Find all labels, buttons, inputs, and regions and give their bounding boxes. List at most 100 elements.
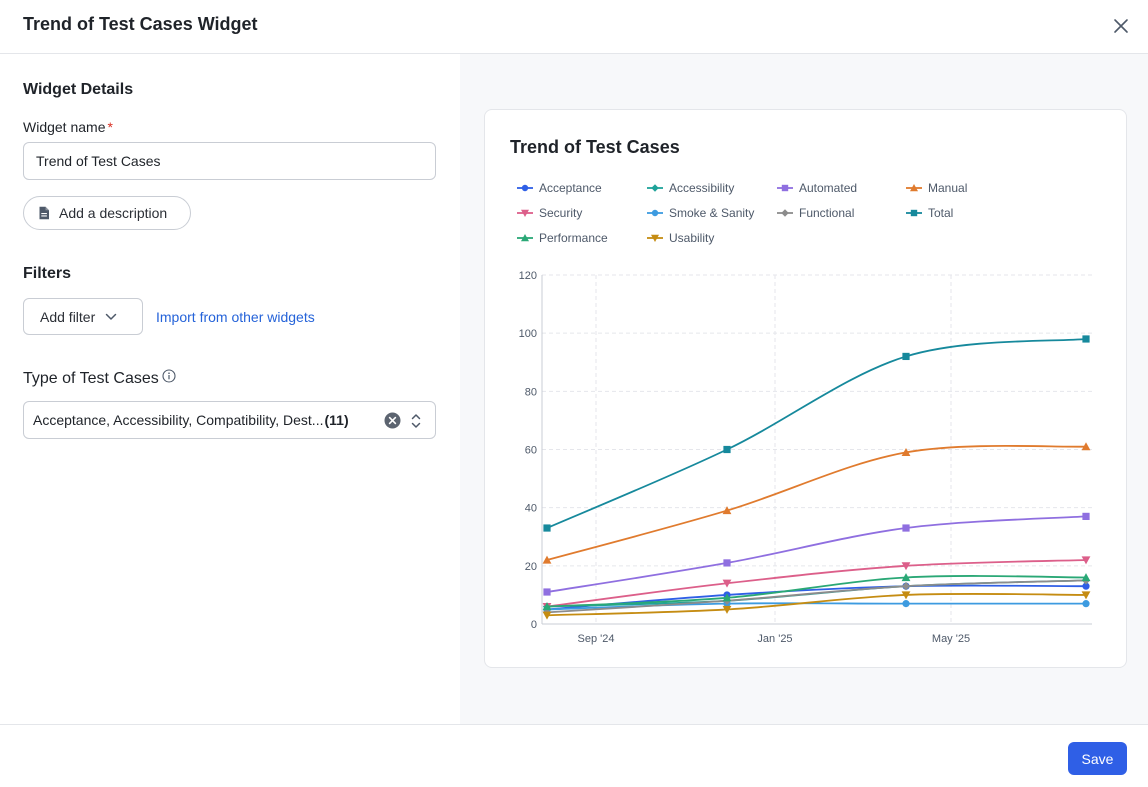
- data-point-acceptance: [1082, 582, 1090, 590]
- legend-item-total[interactable]: Total: [906, 206, 953, 220]
- y-tick-label: 80: [525, 386, 537, 398]
- series-line-usability: [546, 592, 1087, 617]
- legend-item-smoke-sanity[interactable]: Smoke & Sanity: [647, 206, 754, 220]
- chart-card: Trend of Test Cases Acceptance Accessibil…: [484, 109, 1127, 668]
- legend-item-functional[interactable]: Functional: [777, 206, 854, 220]
- data-point-security: [722, 579, 732, 588]
- y-tick-label: 0: [531, 619, 537, 631]
- legend-item-performance[interactable]: Performance: [517, 231, 608, 245]
- legend-swatch: [517, 184, 533, 192]
- data-point-security: [1081, 556, 1091, 565]
- data-point-security: [901, 562, 911, 571]
- data-point-usability: [901, 591, 911, 600]
- dialog-title: Trend of Test Cases Widget: [23, 14, 258, 34]
- data-point-performance: [542, 602, 552, 611]
- series-line-functional: [546, 579, 1087, 614]
- y-tick-label: 40: [525, 503, 537, 515]
- data-point-total: [723, 445, 731, 454]
- add-filter-label: Add filter: [40, 308, 96, 325]
- add-filter-button[interactable]: Add filter: [23, 298, 143, 335]
- legend-item-acceptance[interactable]: Acceptance: [517, 181, 602, 195]
- data-point-manual: [1081, 442, 1091, 451]
- y-tick-label: 120: [519, 270, 537, 282]
- data-point-automated: [543, 588, 551, 596]
- legend-label: Acceptance: [539, 181, 602, 195]
- data-point-usability: [1081, 591, 1091, 600]
- widget-details-heading: Widget Details: [23, 81, 134, 98]
- legend-swatch: [906, 209, 922, 217]
- chevron-up-down-icon: [411, 414, 421, 428]
- document-icon: [39, 206, 49, 220]
- x-tick-label: Jan '25: [757, 633, 792, 645]
- widget-name-input[interactable]: [23, 142, 436, 180]
- y-tick-label: 100: [519, 328, 537, 340]
- add-description-button[interactable]: Add a description: [23, 196, 191, 230]
- legend-swatch: [517, 209, 533, 217]
- data-point-usability: [542, 611, 552, 620]
- legend-label: Performance: [539, 231, 608, 245]
- filters-heading: Filters: [23, 265, 72, 282]
- selected-count: (11): [324, 412, 349, 428]
- save-button[interactable]: Save: [1068, 742, 1127, 775]
- legend-label: Security: [539, 206, 583, 220]
- series-line-total: [546, 338, 1087, 529]
- data-point-total: [902, 352, 910, 361]
- test-case-type-label-text: Type of Test Cases: [23, 370, 159, 387]
- dialog-footer: Save: [0, 724, 1148, 787]
- legend-label: Smoke & Sanity: [669, 206, 755, 220]
- data-point-performance: [722, 593, 732, 602]
- legend-label: Usability: [669, 231, 715, 245]
- data-point-automated: [1082, 512, 1090, 520]
- x-tick-label: May '25: [932, 633, 970, 645]
- legend-swatch: [647, 184, 663, 192]
- legend-swatch: [777, 209, 793, 217]
- legend-label: Manual: [928, 181, 968, 195]
- info-icon[interactable]: [162, 369, 176, 383]
- legend-item-usability[interactable]: Usability: [647, 231, 714, 245]
- import-from-widgets-link[interactable]: Import from other widgets: [156, 309, 315, 325]
- legend-swatch: [906, 184, 922, 192]
- add-description-label: Add a description: [59, 205, 168, 221]
- data-point-total: [543, 524, 551, 532]
- data-point-usability: [722, 605, 732, 614]
- close-button[interactable]: [1108, 13, 1134, 39]
- clear-selection-icon[interactable]: [384, 412, 401, 429]
- test-case-type-select[interactable]: Acceptance, Accessibility, Compatibility…: [23, 401, 436, 439]
- test-case-type-label: Type of Test Cases: [23, 369, 176, 388]
- data-point-performance: [1081, 573, 1091, 582]
- data-point-total: [1082, 335, 1090, 343]
- chart-title: Trend of Test Cases: [510, 137, 680, 157]
- line-chart: 0 20 40 60 80 100 120 Sep '24 Jan '25 May '25: [519, 270, 1092, 645]
- data-point-performance: [901, 573, 911, 582]
- legend-item-automated[interactable]: Automated: [777, 181, 857, 195]
- series-line-automated: [546, 515, 1087, 593]
- y-tick-label: 20: [525, 561, 537, 573]
- legend-swatch: [777, 184, 793, 192]
- legend-item-manual[interactable]: Manual: [906, 181, 967, 195]
- series-line-performance: [546, 575, 1087, 608]
- legend-label: Accessibility: [669, 181, 735, 195]
- series-line-security: [546, 559, 1087, 608]
- legend-swatch: [647, 234, 663, 242]
- legend-item-security[interactable]: Security: [517, 206, 582, 220]
- legend-swatch: [647, 209, 663, 217]
- selected-types-text: Acceptance, Accessibility, Compatibility…: [33, 412, 324, 428]
- legend-label: Total: [928, 206, 954, 220]
- series-line-manual: [546, 444, 1087, 561]
- x-tick-label: Sep '24: [578, 633, 615, 645]
- legend-label: Functional: [799, 206, 855, 220]
- data-point-automated: [723, 559, 731, 567]
- close-icon: [1114, 19, 1128, 33]
- data-point-functional: [901, 582, 911, 591]
- legend-label: Automated: [799, 181, 858, 195]
- data-point-automated: [902, 524, 910, 532]
- data-point-manual: [722, 506, 732, 515]
- legend-item-accessibility[interactable]: Accessibility: [647, 181, 734, 195]
- data-point-smoke-sanity: [902, 600, 910, 608]
- widget-name-label-text: Widget name: [23, 119, 106, 135]
- data-point-manual: [542, 555, 552, 564]
- chevron-down-icon: [106, 313, 117, 320]
- legend-swatch: [517, 234, 533, 242]
- required-mark: *: [107, 119, 113, 135]
- widget-name-label: Widget name *: [23, 119, 113, 135]
